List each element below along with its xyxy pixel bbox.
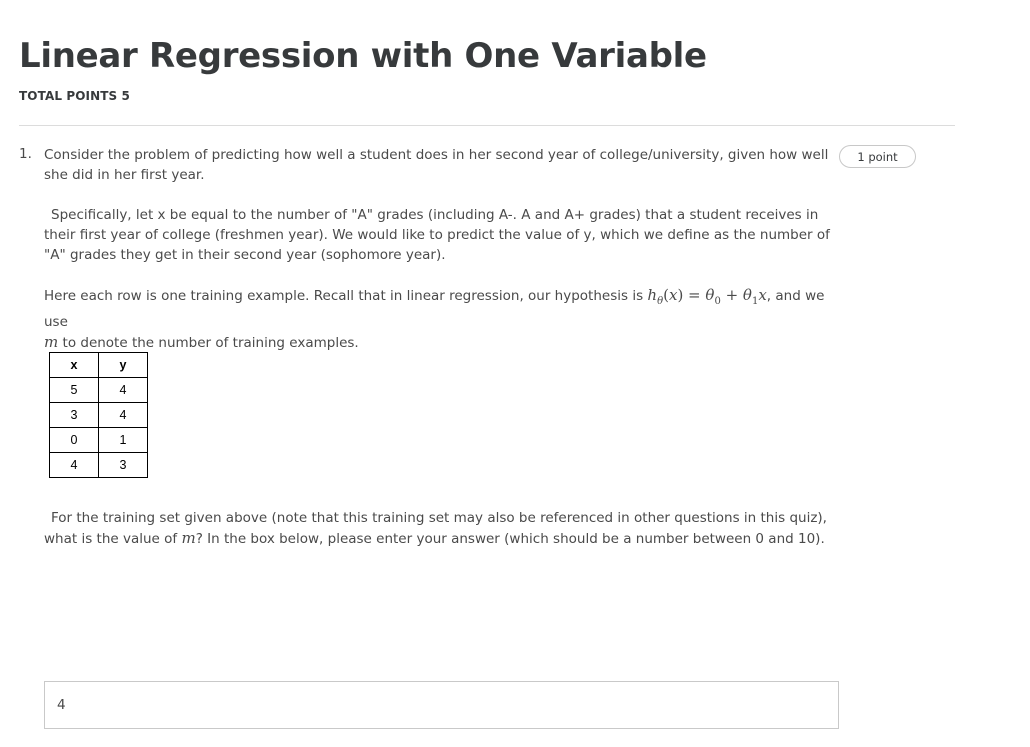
table-cell: 5 [49, 377, 99, 403]
m-symbol: m [181, 529, 196, 547]
table-cell: 3 [49, 402, 99, 428]
table-header-row: x y [49, 352, 148, 378]
table-row: 4 3 [49, 452, 148, 478]
hypothesis-paragraph: Here each row is one training example. R… [44, 285, 838, 353]
hypothesis-text-before: Here each row is one training example. R… [44, 288, 648, 304]
table-cell: 4 [98, 402, 148, 428]
prompt-text-before: For the training set given above (note t… [44, 510, 827, 547]
question-intro: Consider the problem of predicting how w… [44, 147, 829, 183]
hypothesis-text-after: , and we use [44, 288, 825, 330]
divider [19, 125, 955, 126]
hypothesis-formula: hθ(x) = θ0 + θ1x [647, 286, 767, 307]
table-row: 5 4 [49, 377, 148, 403]
m-symbol: m [44, 333, 59, 351]
training-set-table: x y 5 4 3 4 0 1 4 3 [49, 352, 148, 478]
table-cell: 1 [98, 427, 148, 453]
page-title: Linear Regression with One Variable [19, 36, 707, 76]
table-row: 3 4 [49, 402, 148, 428]
column-header-y: y [98, 352, 148, 378]
column-header-x: x [49, 352, 99, 378]
answer-input[interactable] [44, 681, 839, 729]
table-cell: 0 [49, 427, 99, 453]
question-number: 1. [19, 146, 32, 162]
prompt-text-after: ? In the box below, please enter your an… [195, 531, 825, 547]
points-badge: 1 point [839, 145, 916, 168]
table-cell: 4 [98, 377, 148, 403]
table-row: 0 1 [49, 427, 148, 453]
question-specifics: Specifically, let x be equal to the numb… [44, 207, 830, 263]
total-points: TOTAL POINTS 5 [19, 89, 131, 103]
question-prompt: For the training set given above (note t… [44, 508, 838, 549]
table-cell: 4 [49, 452, 99, 478]
table-cell: 3 [98, 452, 148, 478]
m-sentence: to denote the number of training example… [58, 335, 359, 351]
